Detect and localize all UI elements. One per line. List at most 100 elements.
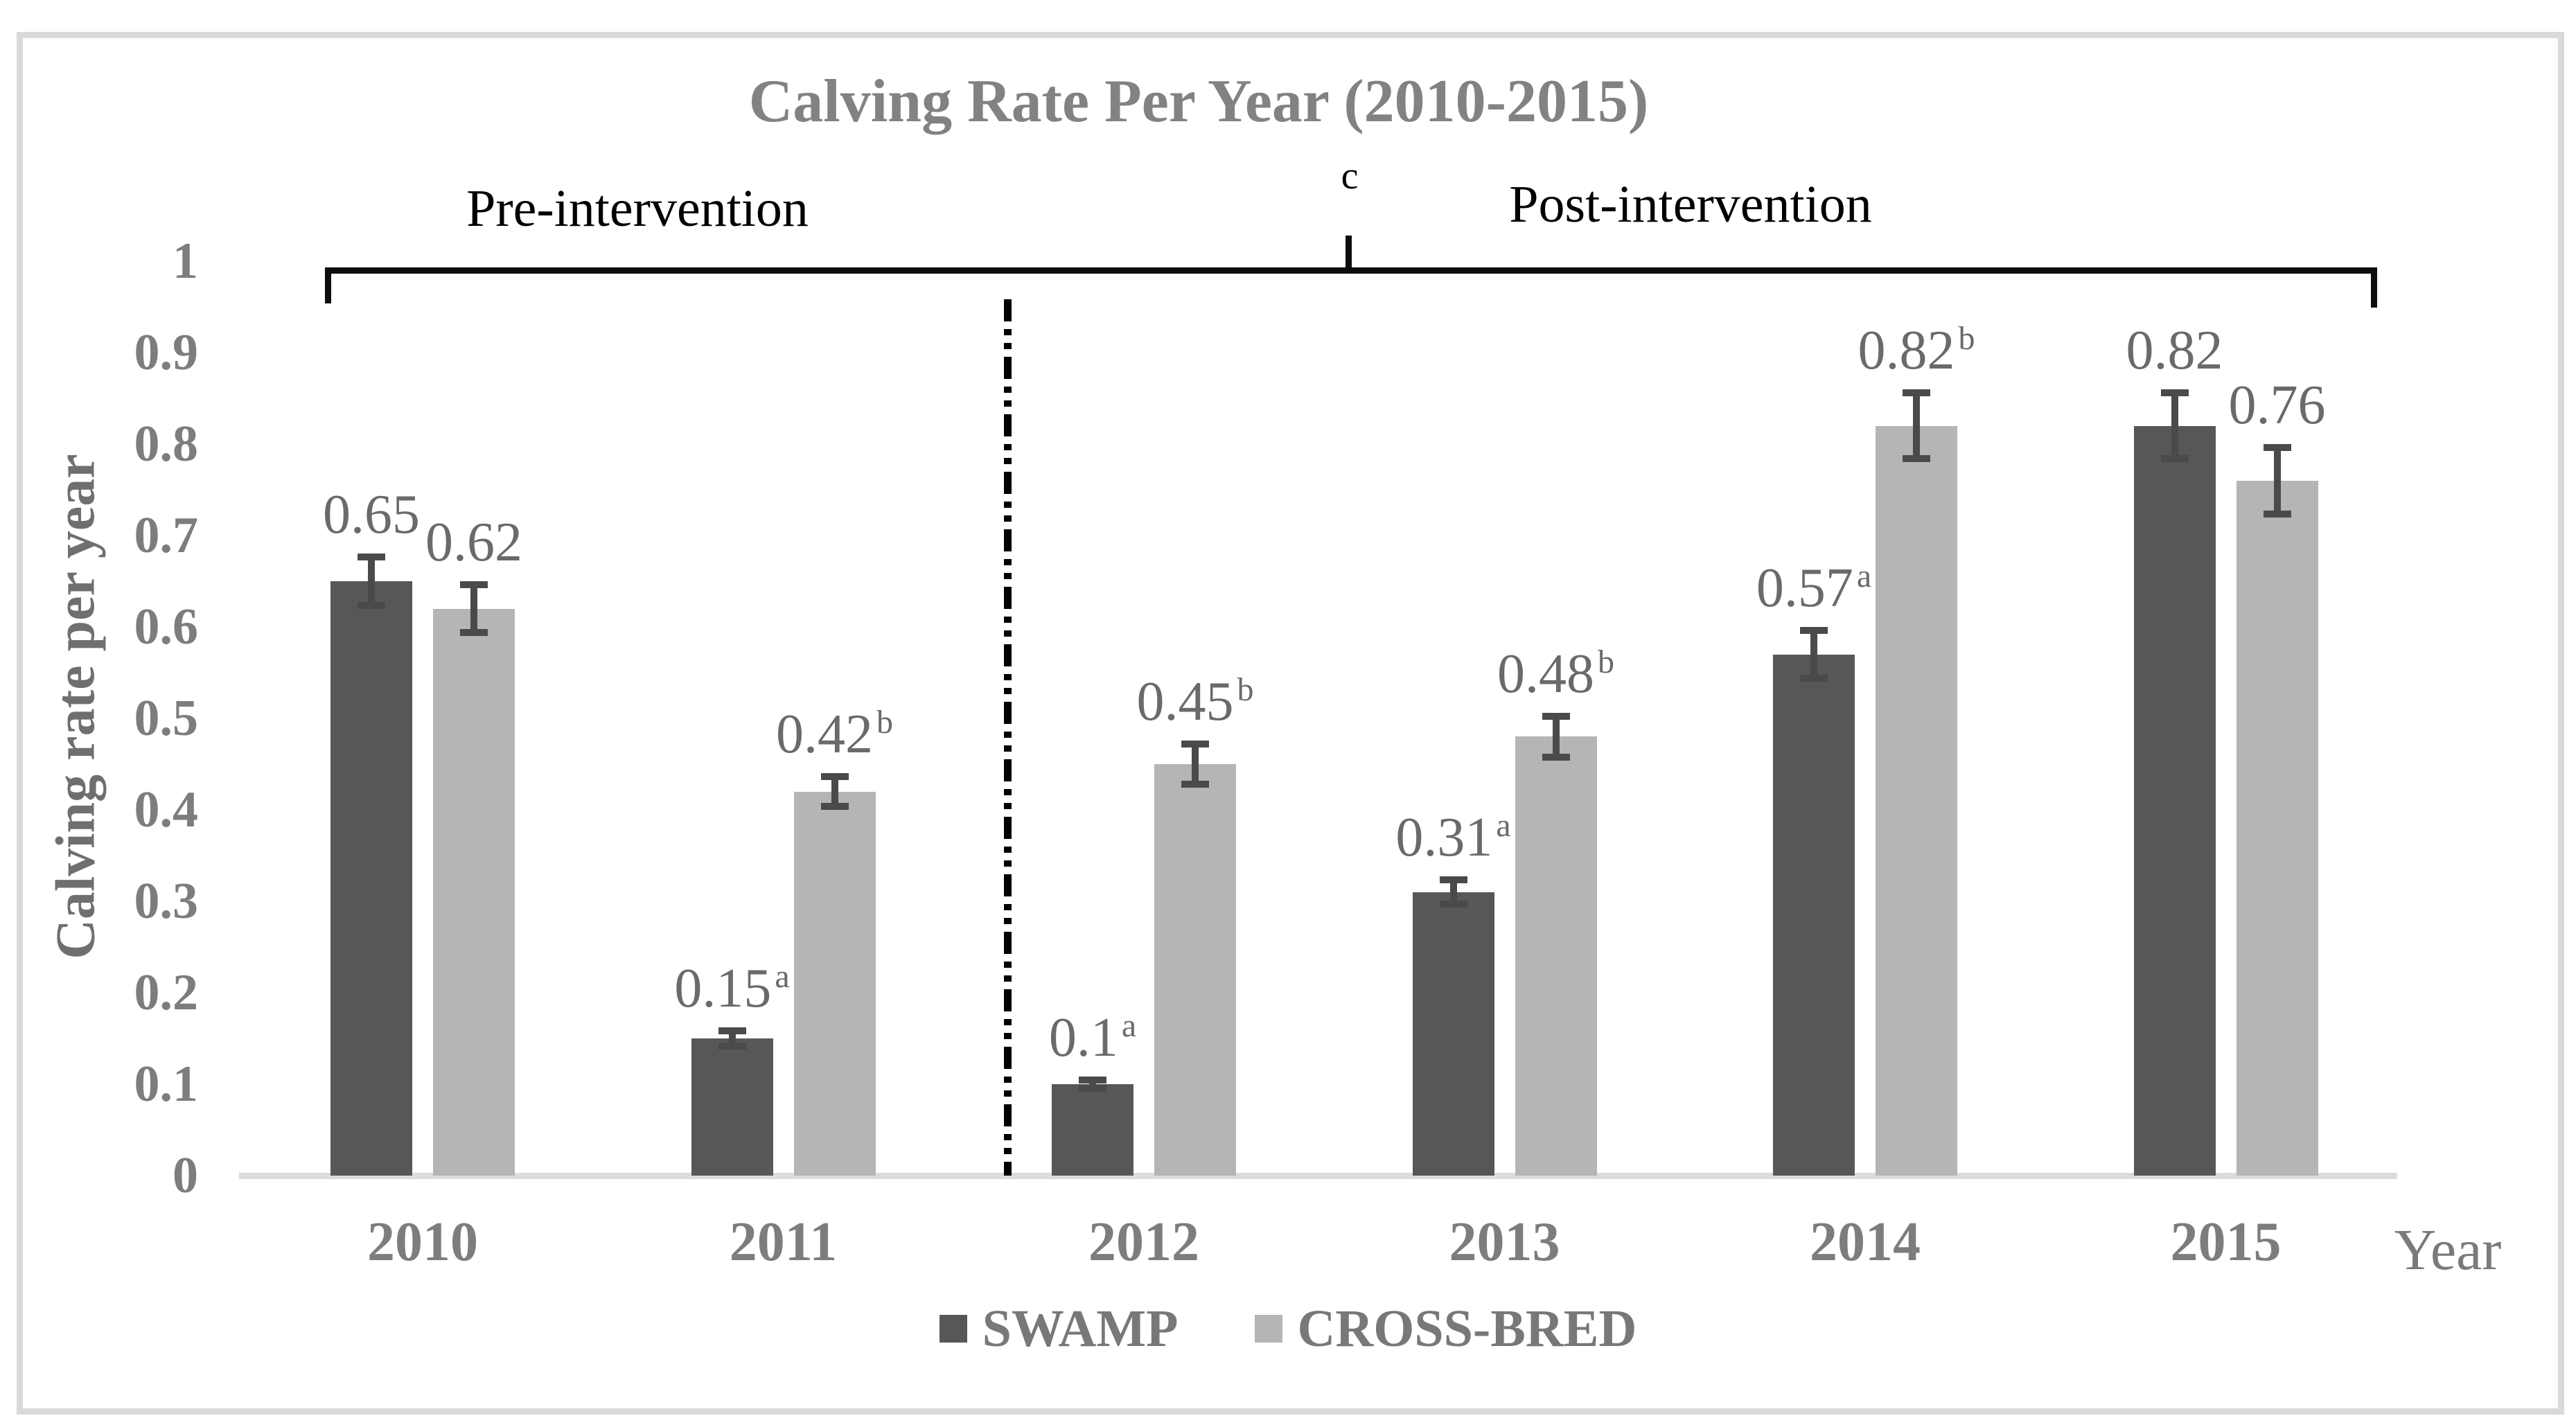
error-bar [1810, 627, 1817, 682]
error-bar [1542, 713, 1570, 720]
bracket-right-tick [2371, 267, 2377, 308]
y-tick-label: 0.8 [134, 416, 199, 472]
error-bar [718, 1027, 746, 1035]
bracket-left-tick [325, 267, 331, 303]
bar-value-text: 0.31 [1395, 807, 1493, 869]
bar-value-text: 0.82 [2126, 319, 2223, 381]
bar-swamp [691, 1038, 773, 1176]
y-tick-label: 0.7 [134, 507, 199, 564]
bar-value-text: 0.45 [1136, 671, 1234, 732]
error-bar [470, 581, 477, 637]
error-bar [358, 554, 385, 561]
x-tick-label: 2015 [2170, 1212, 2282, 1273]
bar-value-label: 0.48 b [1497, 644, 1614, 711]
y-tick-label: 0.6 [134, 599, 199, 655]
bracket-mid-tick [1346, 236, 1352, 274]
bar-value-label: 0.76 [2229, 376, 2326, 434]
bar-swamp [1412, 892, 1494, 1176]
bar-value-text: 0.1 [1048, 1007, 1118, 1069]
legend: SWAMP CROSS-BRED [0, 1301, 2576, 1356]
bar-swamp [2133, 425, 2216, 1176]
bar-value-label: 0.45 b [1136, 671, 1254, 738]
bar-value-text: 0.65 [323, 484, 420, 546]
figure-border [17, 32, 2564, 1415]
bar-swamp [1773, 654, 1855, 1176]
error-bar [460, 629, 488, 637]
error-bar [1079, 1084, 1106, 1092]
y-tick-label: 0.9 [134, 324, 199, 381]
legend-item-cross-bred: CROSS-BRED [1254, 1300, 1637, 1358]
y-tick-label: 0.5 [134, 690, 199, 747]
error-bar [1181, 740, 1209, 747]
significance-superscript: b [1598, 644, 1614, 681]
error-bar [2160, 455, 2189, 463]
error-bar [1089, 1077, 1096, 1092]
bar-crossbred [1154, 764, 1236, 1176]
bar-value-text: 0.48 [1497, 644, 1594, 705]
x-tick-label: 2010 [367, 1212, 478, 1273]
error-bar [1552, 713, 1560, 761]
error-bar [2263, 444, 2291, 451]
error-bar [1181, 781, 1209, 788]
error-bar [1542, 753, 1570, 761]
bar-crossbred [793, 791, 876, 1176]
y-tick-label: 0 [173, 1147, 198, 1204]
legend-label: SWAMP [982, 1300, 1179, 1358]
y-tick-label: 0.3 [134, 873, 199, 930]
bar-value-text: 0.15 [674, 958, 772, 1020]
pre-intervention-label: Pre-intervention [466, 179, 809, 238]
error-bar [1913, 389, 1920, 463]
bar-swamp [330, 581, 412, 1176]
significance-superscript: a [1856, 558, 1872, 594]
error-bar [1903, 389, 1930, 396]
bar-value-text: 0.62 [425, 512, 522, 573]
error-bar [820, 773, 849, 781]
bar-value-text: 0.76 [2228, 375, 2326, 436]
legend-label: CROSS-BRED [1297, 1300, 1637, 1358]
error-bar [1079, 1077, 1106, 1084]
bar-value-text: 0.42 [776, 704, 873, 765]
x-tick-label: 2012 [1088, 1212, 1199, 1273]
significance-superscript: b [876, 704, 893, 741]
legend-swatch-swamp [939, 1315, 967, 1343]
x-tick-label: 2014 [1810, 1212, 1921, 1273]
legend-item-swamp: SWAMP [939, 1301, 1179, 1356]
bar-value-label: 0.1 a [1048, 1007, 1136, 1074]
bar-value-text: 0.82 [1858, 319, 1955, 381]
error-bar [831, 773, 838, 810]
error-bar [1439, 901, 1467, 908]
bar-value-label: 0.82 [2126, 321, 2223, 380]
phase-divider-line [1004, 299, 1012, 1176]
bar-value-label: 0.65 [323, 486, 420, 544]
y-tick-label: 0.2 [134, 964, 199, 1021]
significance-superscript: b [1958, 319, 1975, 357]
significance-superscript: b [1237, 671, 1254, 708]
bar-crossbred [1515, 736, 1597, 1176]
bar-crossbred [433, 608, 515, 1176]
error-bar [2273, 444, 2281, 517]
error-bar [1449, 876, 1457, 908]
bar-value-label: 0.57 a [1756, 558, 1872, 625]
error-bar [2263, 510, 2291, 517]
bar-value-label: 0.31 a [1395, 807, 1510, 874]
error-bar [2171, 389, 2178, 463]
chart-title: Calving Rate Per Year (2010-2015) [748, 68, 1649, 135]
error-bar [718, 1042, 746, 1050]
y-tick-label: 1 [173, 233, 198, 290]
error-bar [1800, 627, 1828, 634]
bar-swamp [1052, 1084, 1133, 1176]
error-bar [368, 554, 375, 609]
x-axis-line [239, 1173, 2397, 1179]
bar-value-label: 0.15 a [674, 958, 790, 1025]
post-intervention-label: Post-intervention [1509, 175, 1872, 233]
error-bar [1903, 455, 1930, 463]
bar-value-text: 0.57 [1756, 558, 1853, 619]
significance-superscript: a [775, 958, 790, 995]
x-tick-label: 2011 [729, 1212, 838, 1273]
legend-swatch-cross-bred [1254, 1315, 1282, 1343]
error-bar [1439, 876, 1467, 884]
error-bar [1800, 675, 1828, 682]
error-bar [460, 581, 488, 588]
x-axis-title: Year [2394, 1218, 2502, 1282]
